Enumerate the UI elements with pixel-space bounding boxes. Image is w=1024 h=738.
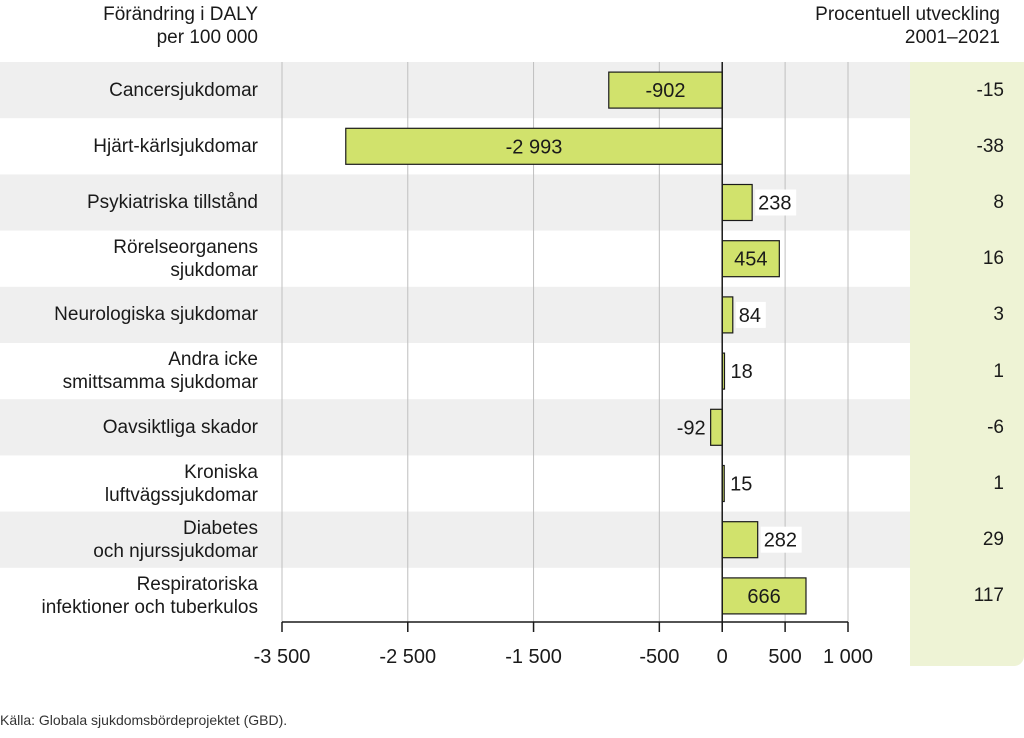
category-label-line: smittsamma sjukdomar: [62, 372, 258, 394]
bar: [721, 183, 753, 222]
category-label-line: Respiratoriska: [136, 573, 258, 595]
x-tick-label: 0: [717, 646, 728, 668]
percent-change-value: 16: [982, 248, 1004, 270]
data-label-bg: [755, 189, 797, 216]
percent-column-panel: [910, 62, 1024, 666]
category-label-line: Rörelseorganens: [113, 236, 258, 258]
category-label: Oavsiktliga skador: [0, 416, 258, 439]
bar: [345, 127, 723, 165]
bar: [608, 71, 723, 109]
category-label-line: Neurologiska sjukdomar: [54, 304, 258, 326]
data-label-bg: [735, 301, 766, 328]
row-stripe: [0, 399, 910, 456]
bar: [721, 521, 759, 559]
data-label: 15: [730, 474, 752, 496]
category-label-line: Andra icke: [168, 349, 258, 371]
percent-change-value: -38: [976, 135, 1004, 157]
percent-change-value: 117: [973, 585, 1004, 607]
category-label-line: Cancersjukdomar: [109, 79, 258, 101]
x-tick-label: 500: [768, 646, 801, 668]
category-label-line: Oavsiktliga skador: [102, 416, 258, 438]
category-label: Rörelseorganens sjukdomar: [0, 236, 258, 282]
left-header-line2: per 100 000: [156, 27, 258, 48]
category-label: Respiratoriska infektioner och tuberkulos: [0, 573, 258, 619]
x-tick-label: -1 500: [505, 646, 562, 668]
category-label: Andra icke smittsamma sjukdomar: [0, 348, 258, 394]
data-label: -2 993: [506, 136, 563, 158]
category-label: Hjärt-kärlsjukdomar: [0, 135, 258, 158]
bar: [710, 408, 723, 446]
data-label-bg: [760, 526, 802, 553]
data-label: 84: [739, 305, 761, 327]
percent-change-value: -6: [987, 416, 1004, 438]
right-header-line1: Procentuell utveckling: [815, 4, 1000, 25]
category-label-line: infektioner och tuberkulos: [41, 596, 258, 618]
percent-change-value: 1: [993, 473, 1004, 494]
data-label: -92: [677, 417, 706, 439]
category-label: Diabetes och njurssjukdomar: [0, 517, 258, 563]
data-label: 454: [734, 249, 767, 271]
x-tick-label: -500: [639, 646, 679, 668]
source-note: Källa: Globala sjukdomsbördeprojektet (G…: [0, 712, 288, 728]
category-label: Neurologiska sjukdomar: [0, 303, 258, 326]
right-column-header: Procentuell utveckling 2001–2021: [760, 3, 1000, 49]
category-label-line: sjukdomar: [170, 259, 258, 281]
percent-change-value: 29: [982, 529, 1004, 551]
percent-change-value: 1: [993, 360, 1004, 382]
left-axis-header: Förändring i DALY per 100 000: [40, 3, 258, 49]
x-tick-label: -3 500: [254, 646, 311, 668]
category-label-line: luftvägssjukdomar: [104, 484, 258, 506]
category-label-line: och njurssjukdomar: [93, 540, 258, 562]
data-label: 18: [730, 361, 752, 383]
category-label-line: Hjärt-kärlsjukdomar: [93, 135, 258, 157]
data-label: 238: [758, 193, 791, 215]
data-label-bg: [727, 470, 758, 497]
bar: [721, 240, 780, 278]
category-label-line: Psykiatriska tillstånd: [86, 192, 258, 213]
category-label-line: Kroniska: [184, 461, 258, 483]
data-label: 282: [764, 530, 797, 552]
category-label-line: Diabetes: [183, 517, 258, 539]
row-stripe: [0, 511, 910, 568]
category-label: Psykiatriska tillstånd: [0, 191, 258, 214]
data-label: 666: [747, 586, 780, 608]
category-label: Kroniska luftvägssjukdomar: [0, 461, 258, 507]
percent-change-value: 8: [993, 192, 1004, 213]
data-label-bg: [727, 358, 758, 385]
left-header-line1: Förändring i DALY: [103, 4, 258, 25]
bar: [721, 296, 734, 334]
category-label: Cancersjukdomar: [0, 79, 258, 102]
right-header-line2: 2001–2021: [904, 27, 1000, 48]
row-stripe: [0, 62, 910, 119]
percent-change-value: 3: [993, 304, 1004, 326]
x-tick-label: -2 500: [379, 646, 436, 668]
x-tick-label: 1 000: [823, 646, 873, 668]
data-label: -902: [645, 80, 685, 102]
percent-change-value: -15: [976, 79, 1004, 101]
